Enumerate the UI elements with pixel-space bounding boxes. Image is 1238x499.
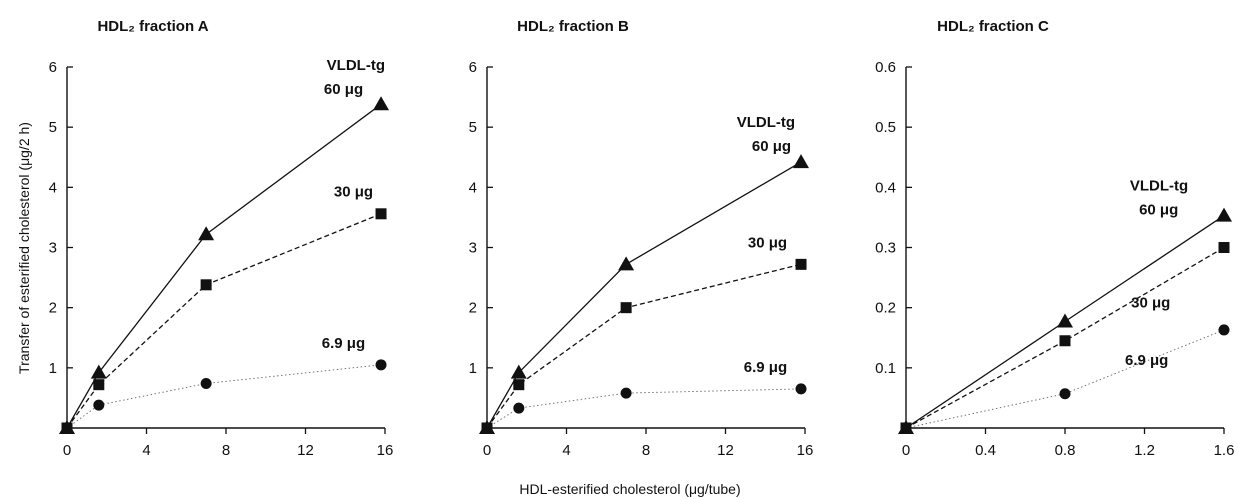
x-tick-label: 8 — [222, 442, 230, 459]
x-tick-label: 4 — [142, 442, 150, 459]
data-point-triangle — [90, 364, 107, 379]
y-tick-label: 0.5 — [875, 119, 896, 136]
series-line-triangle — [66, 103, 382, 429]
data-point-triangle — [1216, 207, 1232, 222]
x-tick-label: 8 — [642, 442, 650, 459]
data-point-square — [620, 302, 632, 314]
data-point-triangle — [510, 364, 527, 379]
data-point-square — [1218, 242, 1230, 253]
series-line-circle — [66, 364, 382, 429]
data-point-triangle — [198, 226, 215, 241]
series-annotation: 60 μg — [1139, 201, 1178, 218]
x-tick-label: 12 — [717, 442, 734, 459]
x-tick-label: 4 — [562, 442, 570, 459]
y-tick-label: 5 — [469, 119, 477, 136]
series-annotation: 60 μg — [324, 81, 363, 98]
series-annotation: VLDL-tg — [737, 114, 795, 131]
x-tick-label: 0 — [63, 442, 71, 459]
series-annotation: VLDL-tg — [327, 57, 385, 74]
x-tick-label: 1.6 — [1214, 442, 1235, 459]
chart-title: HDL₂ fraction C — [937, 18, 1049, 35]
data-point-circle — [900, 422, 912, 434]
series-annotation: 30 μg — [334, 183, 373, 200]
y-tick-label: 6 — [469, 59, 477, 76]
series-annotation: 60 μg — [752, 138, 791, 155]
data-point-circle — [795, 383, 807, 395]
series-line-square — [905, 246, 1225, 429]
chart-title: HDL₂ fraction B — [517, 18, 629, 35]
data-point-circle — [61, 422, 73, 434]
y-tick-label: 0.3 — [875, 240, 896, 257]
data-point-triangle — [1057, 313, 1073, 328]
series-line-circle — [905, 329, 1225, 429]
data-point-circle — [200, 377, 212, 389]
series-line-triangle — [486, 161, 802, 429]
data-point-circle — [375, 359, 387, 371]
y-tick-label: 0.1 — [875, 360, 896, 377]
data-point-circle — [620, 387, 632, 399]
y-tick-label: 5 — [49, 119, 57, 136]
series-annotation: 6.9 μg — [322, 335, 365, 352]
y-tick-label: 6 — [49, 59, 57, 76]
y-tick-label: 3 — [469, 240, 477, 257]
data-point-square — [513, 379, 525, 391]
y-tick-label: 3 — [49, 240, 57, 257]
x-axis-label: HDL-esterified cholesterol (μg/tube) — [519, 481, 740, 497]
y-tick-label: 4 — [469, 179, 477, 196]
data-point-circle — [481, 422, 493, 434]
series-annotation: 6.9 μg — [744, 359, 787, 376]
data-point-square — [795, 258, 807, 270]
data-point-triangle — [618, 256, 635, 271]
series-line-circle — [486, 388, 802, 429]
x-tick-label: 0 — [902, 442, 910, 459]
x-tick-label: 0 — [483, 442, 491, 459]
y-tick-label: 0.6 — [875, 59, 896, 76]
y-tick-label: 2 — [49, 300, 57, 317]
y-tick-label: 2 — [469, 300, 477, 317]
y-tick-label: 1 — [469, 360, 477, 377]
data-point-circle — [513, 402, 525, 414]
data-point-square — [200, 279, 212, 291]
data-point-square — [93, 379, 105, 391]
data-point-square — [1059, 335, 1071, 347]
y-axis-label: Transfer of esterified cholesterol (μg/2… — [16, 122, 32, 374]
y-tick-label: 0.4 — [875, 179, 896, 196]
data-point-triangle — [373, 96, 390, 111]
series-annotation: 30 μg — [748, 235, 787, 252]
chart-title: HDL₂ fraction A — [97, 18, 208, 35]
x-tick-label: 12 — [297, 442, 314, 459]
data-point-square — [375, 208, 387, 220]
y-tick-label: 4 — [49, 179, 57, 196]
x-tick-label: 1.2 — [1134, 442, 1155, 459]
chart-panel-c: HDL₂ fraction C 0 0.4 0.8 1.2 1.6 0.1 0.2 0.3 0.4… — [875, 18, 1234, 459]
data-point-triangle — [793, 154, 810, 169]
data-point-circle — [1059, 388, 1071, 400]
series-annotation: VLDL-tg — [1130, 177, 1188, 194]
series-annotation: 6.9 μg — [1125, 352, 1168, 369]
x-tick-label: 16 — [377, 442, 394, 459]
series-line-square — [486, 263, 802, 429]
data-point-circle — [93, 399, 105, 411]
series-line-square — [66, 213, 382, 429]
x-tick-label: 0.4 — [975, 442, 996, 459]
series-annotation: 30 μg — [1131, 295, 1170, 312]
x-tick-label: 0.8 — [1055, 442, 1076, 459]
x-tick-label: 16 — [797, 442, 814, 459]
data-point-circle — [1218, 324, 1230, 336]
y-tick-label: 1 — [49, 360, 57, 377]
y-tick-label: 0.2 — [875, 300, 896, 317]
